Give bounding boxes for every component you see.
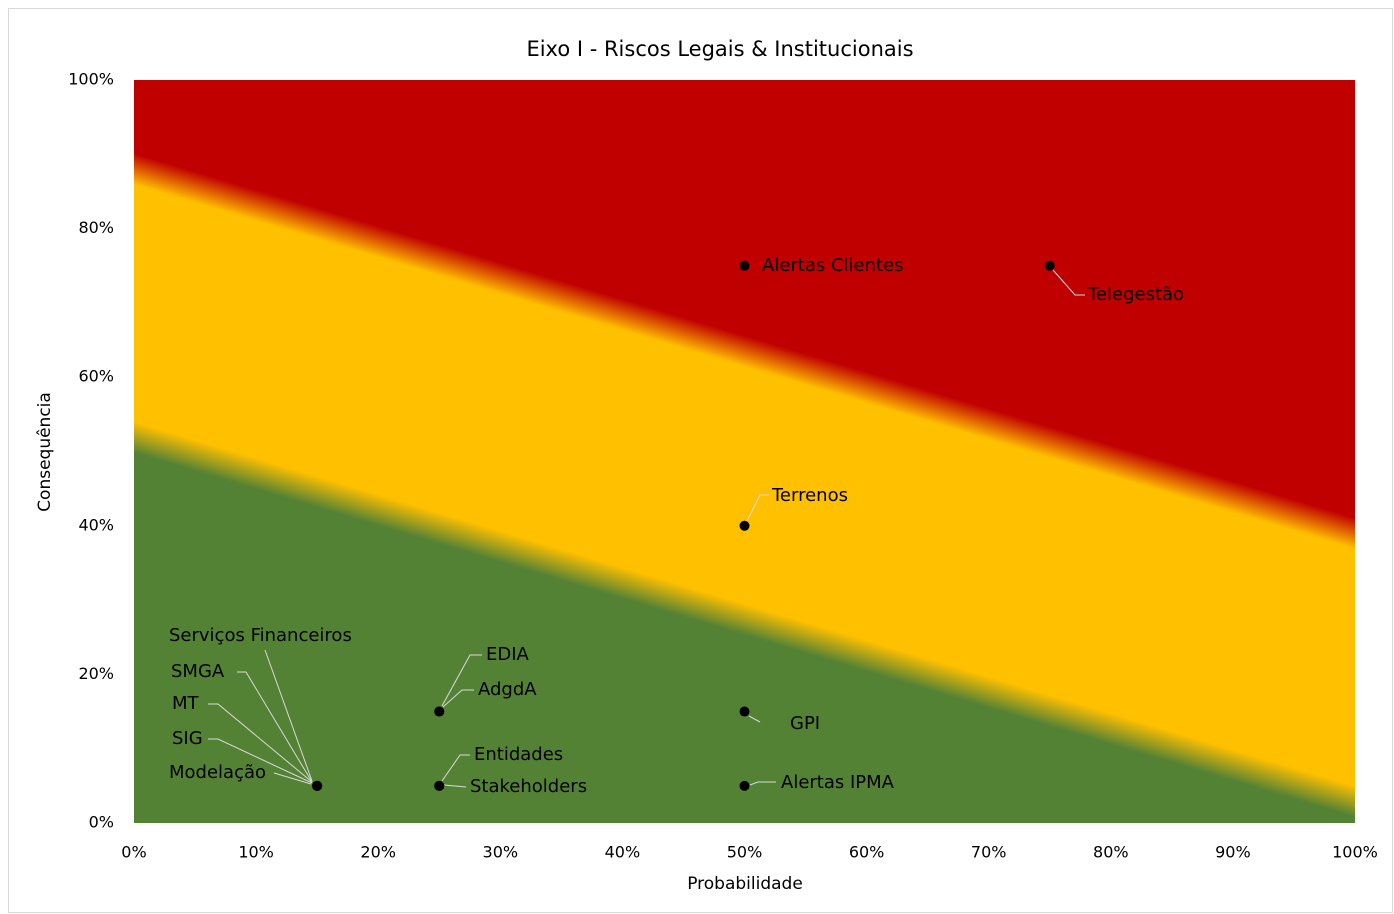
y-tick-label: 80% xyxy=(78,218,114,237)
leader-line xyxy=(442,689,474,708)
leader-line xyxy=(746,494,769,522)
point xyxy=(312,780,323,791)
chart-title: Eixo I - Riscos Legais & Institucionais xyxy=(526,37,913,61)
x-tick-label: 0% xyxy=(121,843,146,862)
x-tick-label: 80% xyxy=(1093,843,1129,862)
x-tick-label: 70% xyxy=(971,843,1007,862)
point-label: Serviços Financeiros xyxy=(169,625,352,646)
y-tick-label: 40% xyxy=(78,515,114,534)
point-label: Telegestão xyxy=(1087,284,1184,305)
leader-line xyxy=(208,703,313,783)
plot-area xyxy=(134,80,1355,823)
y-axis-label: Consequência xyxy=(35,392,55,512)
point xyxy=(739,260,750,271)
point xyxy=(739,780,750,791)
leader-line xyxy=(748,715,761,723)
leader-line xyxy=(208,738,313,784)
leader-line xyxy=(749,781,776,786)
leader-line xyxy=(237,671,313,783)
x-tick-label: 20% xyxy=(360,843,396,862)
leader-line xyxy=(264,649,313,782)
x-axis-label: Probabilidade xyxy=(687,874,803,894)
leader-line xyxy=(443,784,467,788)
point-label: Terrenos xyxy=(771,485,848,506)
point-label: EDIA xyxy=(486,644,530,665)
point-label: AdgdA xyxy=(478,679,537,700)
y-tick-label: 60% xyxy=(78,367,114,386)
point-label: MT xyxy=(172,693,200,714)
point xyxy=(739,706,750,717)
point xyxy=(1044,260,1055,271)
point-label: Entidades xyxy=(474,744,563,765)
point-label: SIG xyxy=(172,728,203,749)
point-label: Stakeholders xyxy=(470,776,587,797)
leader-line xyxy=(273,772,312,785)
x-tick-label: 50% xyxy=(727,843,763,862)
x-tick-label: 60% xyxy=(849,843,885,862)
x-tick-label: 90% xyxy=(1215,843,1251,862)
y-tick-label: 0% xyxy=(89,813,114,832)
leader-line xyxy=(441,754,470,782)
point-label: SMGA xyxy=(171,661,225,682)
leader-line xyxy=(441,654,482,707)
y-tick-label: 100% xyxy=(68,70,114,89)
point-label: GPI xyxy=(790,713,820,734)
point-label: Modelação xyxy=(169,762,266,783)
x-tick-label: 10% xyxy=(238,843,274,862)
x-tick-label: 40% xyxy=(605,843,641,862)
x-tick-label: 30% xyxy=(483,843,519,862)
point xyxy=(434,706,445,717)
leader-line xyxy=(1052,269,1085,296)
point-label: Alertas Clientes xyxy=(762,255,904,276)
point xyxy=(434,780,445,791)
point-label: Alertas IPMA xyxy=(781,772,895,793)
point xyxy=(739,520,750,531)
y-tick-label: 20% xyxy=(78,664,114,683)
x-tick-label: 100% xyxy=(1332,843,1378,862)
